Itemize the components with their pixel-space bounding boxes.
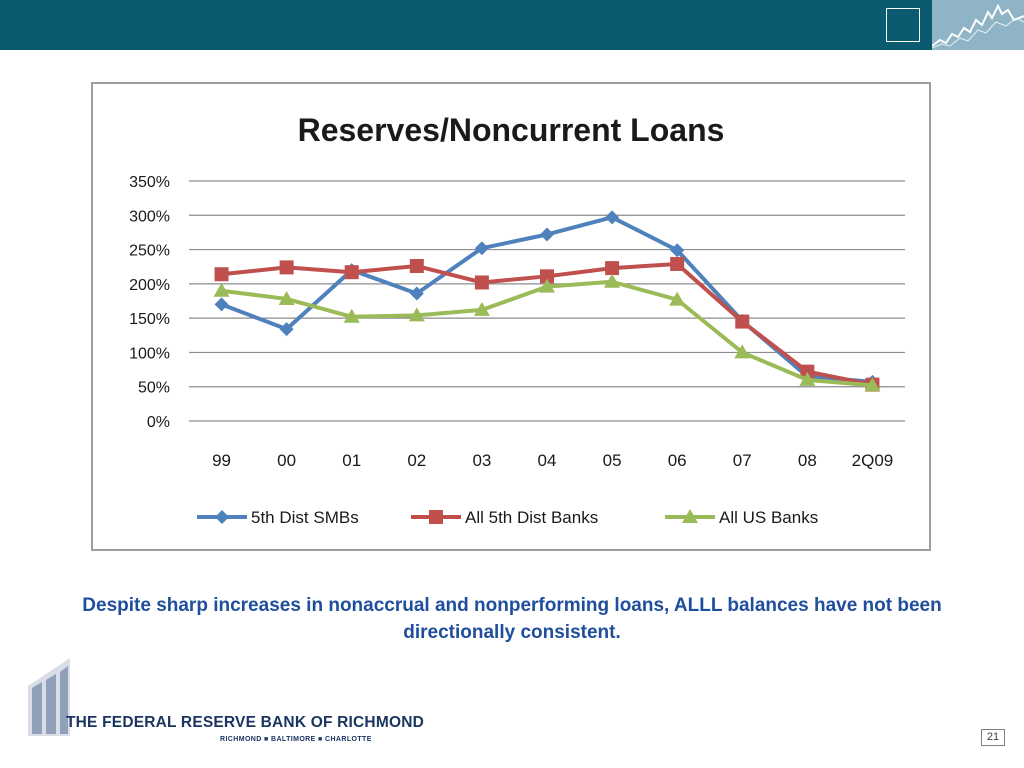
page-number: 21 bbox=[981, 729, 1005, 746]
data-point bbox=[473, 301, 490, 316]
data-point bbox=[474, 241, 489, 256]
y-tick-label: 350% bbox=[129, 174, 170, 191]
data-point bbox=[540, 227, 554, 242]
data-point bbox=[800, 364, 815, 379]
header-bar bbox=[0, 0, 1024, 50]
data-point bbox=[343, 308, 360, 323]
x-tick-label: 05 bbox=[603, 451, 622, 470]
x-tick-label: 02 bbox=[407, 451, 426, 470]
line-chart: Reserves/Noncurrent Loans 350% 300% 250% 200… bbox=[129, 112, 905, 527]
data-point bbox=[540, 269, 554, 284]
data-point bbox=[734, 344, 751, 359]
x-tick-label: 07 bbox=[733, 451, 752, 470]
data-point bbox=[670, 256, 685, 271]
data-point bbox=[605, 210, 620, 225]
data-point bbox=[344, 265, 359, 280]
stock-chart-graphic bbox=[932, 0, 1024, 50]
data-point bbox=[539, 278, 555, 293]
data-point bbox=[670, 243, 685, 258]
data-point bbox=[669, 291, 686, 306]
x-tick-label: 01 bbox=[342, 451, 361, 470]
x-tick-label: 2Q09 bbox=[852, 451, 894, 470]
y-tick-label: 100% bbox=[129, 345, 170, 362]
x-tick-label: 03 bbox=[472, 451, 491, 470]
data-point bbox=[409, 259, 424, 274]
y-tick-label: 0% bbox=[147, 414, 170, 431]
x-tick-label: 08 bbox=[798, 451, 817, 470]
y-tick-label: 250% bbox=[129, 243, 170, 260]
data-point bbox=[214, 267, 229, 282]
data-point bbox=[799, 371, 816, 386]
y-tick-label: 300% bbox=[129, 208, 170, 225]
data-point bbox=[279, 322, 294, 337]
legend-marker bbox=[682, 509, 698, 523]
logo-cities: RICHMOND ■ BALTIMORE ■ CHARLOTTE bbox=[220, 736, 372, 743]
data-point bbox=[474, 275, 489, 290]
legend-label: 5th Dist SMBs bbox=[251, 508, 359, 527]
data-point bbox=[409, 286, 424, 301]
series-line bbox=[220, 215, 873, 384]
y-tick-label: 50% bbox=[138, 380, 170, 397]
legend-marker bbox=[215, 510, 229, 524]
logo-name: THE FEDERAL RESERVE BANK OF RICHMOND bbox=[66, 714, 424, 731]
data-point bbox=[408, 307, 425, 322]
x-tick-label: 04 bbox=[538, 451, 557, 470]
data-point bbox=[604, 273, 621, 288]
x-tick-label: 00 bbox=[277, 451, 296, 470]
federal-reserve-logo: THE FEDERAL RESERVE BANK OF RICHMOND RIC… bbox=[28, 656, 424, 748]
legend-label: All 5th Dist Banks bbox=[465, 508, 598, 527]
data-point bbox=[735, 314, 750, 329]
x-tick-label: 06 bbox=[668, 451, 687, 470]
x-tick-label: 99 bbox=[212, 451, 231, 470]
data-point bbox=[213, 282, 230, 297]
data-point bbox=[214, 297, 229, 312]
building-icon bbox=[28, 658, 70, 736]
caption-text: Despite sharp increases in nonaccrual an… bbox=[82, 595, 942, 643]
legend-marker bbox=[429, 510, 443, 524]
y-tick-label: 200% bbox=[129, 277, 170, 294]
data-point bbox=[279, 260, 294, 275]
header-square-icon bbox=[886, 8, 920, 42]
data-point bbox=[605, 261, 620, 276]
chart-title: Reserves/Noncurrent Loans bbox=[298, 112, 725, 148]
data-point bbox=[278, 290, 295, 305]
y-tick-label: 150% bbox=[129, 311, 170, 328]
data-point bbox=[864, 377, 881, 392]
chart-frame: Reserves/Noncurrent Loans 350% 300% 250% 200… bbox=[91, 82, 931, 551]
legend-label: All US Banks bbox=[719, 508, 818, 527]
